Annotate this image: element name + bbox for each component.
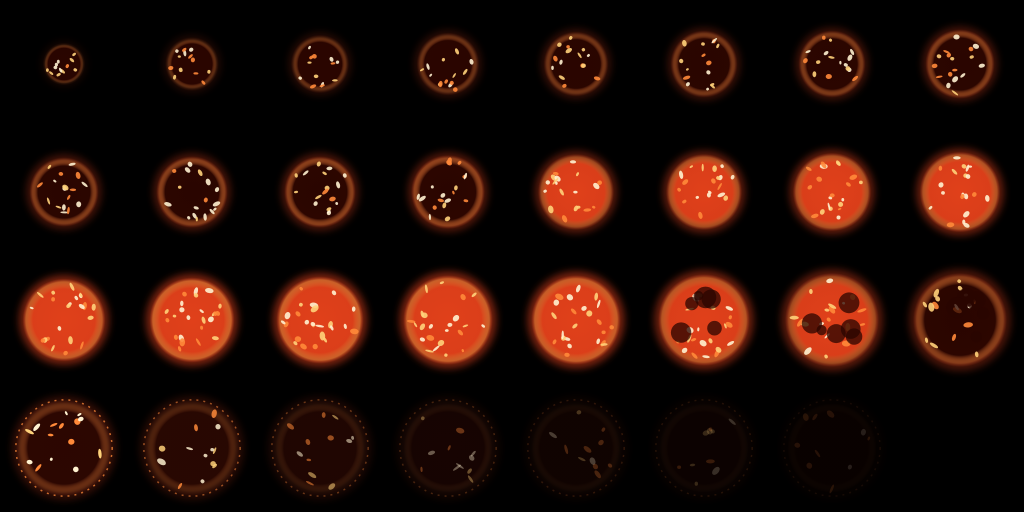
fireball-sprite — [153, 153, 231, 231]
fireball-sprite — [267, 395, 373, 501]
fireball-sprite — [540, 28, 612, 100]
fireball-frame — [640, 128, 768, 256]
fireball-frame — [512, 128, 640, 256]
fireball-frame — [512, 256, 640, 384]
fireball-frame — [128, 384, 256, 512]
fireball-frame — [768, 128, 896, 256]
fireball-sprite — [26, 154, 102, 230]
fireball-frame — [256, 128, 384, 256]
fireball-frame — [768, 0, 896, 128]
fireball-sprite — [399, 271, 497, 369]
fireball-sprite — [408, 152, 488, 232]
fireball-frame — [512, 0, 640, 128]
fireball-sprite — [288, 32, 352, 96]
fireball-frame — [512, 384, 640, 512]
fireball-frame — [640, 0, 768, 128]
fireball-sprite — [916, 148, 1004, 236]
fireball-sprite — [655, 399, 753, 497]
fireball-frame — [128, 0, 256, 128]
fireball-frame — [256, 384, 384, 512]
fireball-frame — [384, 256, 512, 384]
fireball-sprite — [781, 269, 883, 371]
fireball-frame — [896, 256, 1024, 384]
fireball-frame — [256, 256, 384, 384]
fireball-frame — [768, 384, 896, 512]
fireball-frame — [256, 0, 384, 128]
fireball-sprite — [922, 26, 998, 102]
fireball-sprite — [395, 395, 501, 501]
fireball-sprite — [139, 395, 245, 501]
fireball-frame — [384, 128, 512, 256]
fireball-sprite — [662, 150, 746, 234]
fireball-frame — [128, 128, 256, 256]
fireball-frame — [0, 256, 128, 384]
fireball-frame — [0, 128, 128, 256]
fireball-frame — [384, 0, 512, 128]
fireball-frame — [640, 256, 768, 384]
fireball-sprite — [162, 34, 222, 94]
fireball-sprite — [523, 395, 629, 501]
fireball-frame — [0, 0, 128, 128]
fireball-sprite — [795, 27, 869, 101]
fireball-sprite — [789, 149, 875, 235]
fireball-frame — [896, 128, 1024, 256]
fireball-sprite — [783, 399, 881, 497]
fireball-sprite — [527, 271, 625, 369]
fireball-frame — [128, 256, 256, 384]
fireball-sprite — [19, 275, 109, 365]
fireball-sprite — [667, 27, 741, 101]
fireball-sprite — [11, 395, 117, 501]
fireball-frame — [768, 256, 896, 384]
fireball-sprite — [909, 269, 1011, 371]
fireball-frame — [384, 384, 512, 512]
fireball-frame — [896, 0, 1024, 128]
fireball-frame — [0, 384, 128, 512]
fireball-sprite — [146, 274, 238, 366]
fireball-sprite — [414, 30, 482, 98]
fireball-sprite — [534, 150, 618, 234]
fireball-sprite — [272, 272, 368, 368]
fireball-sprite — [281, 153, 359, 231]
fireball-sprite — [41, 41, 87, 87]
fireball-frame — [640, 384, 768, 512]
fireball-sprite — [654, 270, 754, 370]
